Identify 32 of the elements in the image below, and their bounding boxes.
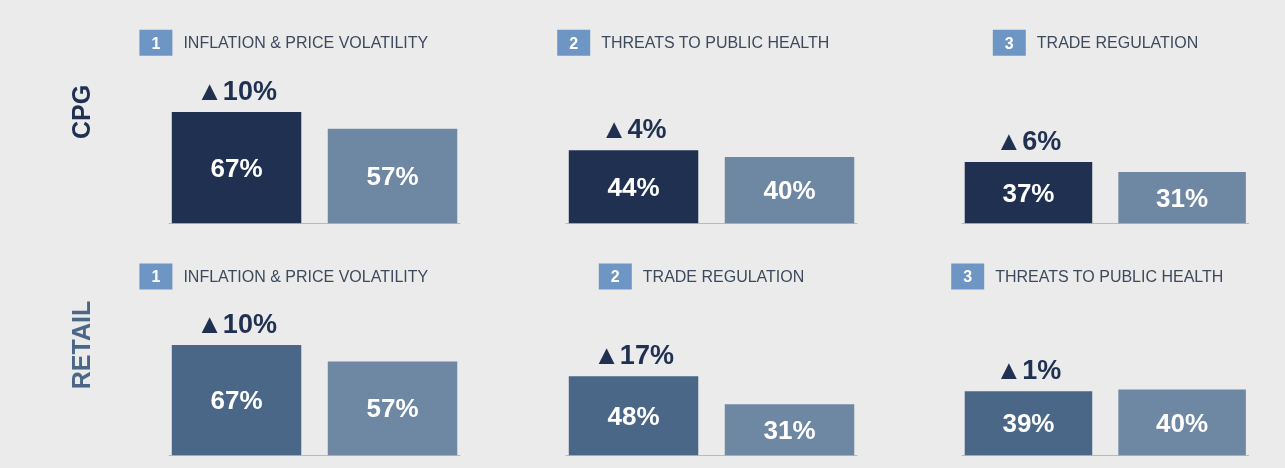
- text: ▲4%: [600, 114, 667, 145]
- text: ▲17%: [593, 340, 674, 371]
- text: 2: [569, 34, 579, 52]
- data-label: 44%: [607, 171, 660, 202]
- text: ▲10%: [196, 76, 277, 106]
- chart-title: TRADE REGULATION: [642, 267, 805, 285]
- data-label: 48%: [607, 400, 660, 431]
- data-label: 39%: [1002, 408, 1055, 439]
- data-label: 57%: [366, 393, 419, 424]
- data-label: 40%: [1156, 407, 1209, 438]
- y-axis-title: RETAIL: [66, 300, 95, 390]
- text: 3: [963, 268, 973, 286]
- text: ▲10%: [196, 309, 277, 339]
- data-label: 37%: [1002, 177, 1055, 208]
- data-label: 67%: [210, 385, 263, 416]
- text: 1: [151, 34, 161, 52]
- chart-title: INFLATION & PRICE VOLATILITY: [183, 267, 429, 285]
- y-axis-title: CPG: [66, 84, 95, 140]
- data-label: 67%: [210, 152, 263, 183]
- data-label: 40%: [763, 175, 816, 206]
- text: 2: [610, 268, 620, 286]
- chart-title: INFLATION & PRICE VOLATILITY: [183, 34, 429, 52]
- text: 1: [151, 268, 161, 286]
- text: 3: [1004, 34, 1014, 52]
- chart-title: THREATS TO PUBLIC HEALTH: [601, 34, 830, 52]
- chart-title: TRADE REGULATION: [1036, 34, 1199, 52]
- data-label: 57%: [366, 161, 419, 192]
- chart-title: THREATS TO PUBLIC HEALTH: [995, 267, 1224, 285]
- text: ▲1%: [995, 355, 1062, 386]
- text: ▲6%: [995, 125, 1062, 156]
- data-label: 31%: [1156, 182, 1209, 213]
- data-label: 31%: [763, 414, 816, 445]
